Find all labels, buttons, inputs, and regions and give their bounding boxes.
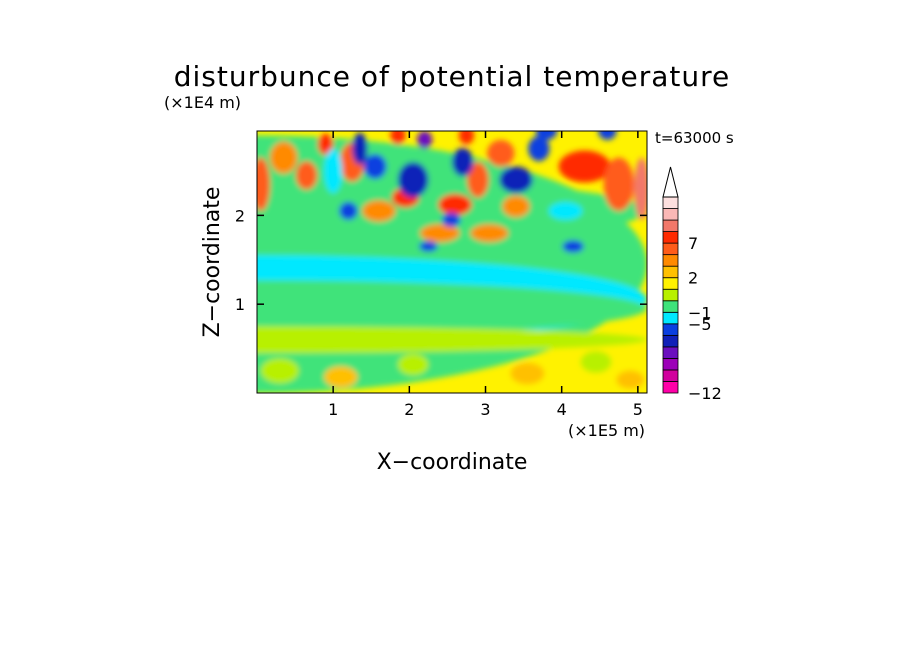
contour-region	[502, 195, 530, 218]
contour-region	[499, 166, 533, 194]
x-axis-label: X−coordinate	[377, 450, 528, 475]
colorbar-label: −5	[688, 315, 712, 334]
contour-region	[397, 353, 429, 376]
contour-region	[419, 241, 438, 252]
colorbar-segment	[662, 288, 679, 302]
y-tick-label: 2	[235, 206, 245, 225]
contour-region	[317, 133, 334, 155]
colorbar-segment	[662, 300, 679, 313]
y-axis-label: Z−coordinate	[200, 187, 225, 338]
x-tick-label: 4	[557, 400, 567, 419]
colorbar: −12−5−127	[662, 166, 722, 403]
colorbar-segment	[662, 254, 679, 267]
contour-region	[562, 240, 584, 253]
x-tick-label: 2	[404, 400, 414, 419]
x-tick-label: 3	[480, 400, 490, 419]
contour-region	[324, 148, 343, 194]
colorbar-segment	[662, 219, 679, 232]
contour-region	[535, 131, 558, 140]
colorbar-segment	[662, 242, 679, 256]
plot-frame	[256, 130, 648, 394]
contour-region	[487, 139, 515, 167]
y-axis: 12	[235, 206, 647, 314]
contour-region	[390, 131, 406, 145]
contour-region	[510, 362, 545, 385]
colorbar-segment	[662, 277, 679, 290]
contour-region	[452, 147, 474, 177]
contour-region	[362, 200, 396, 222]
contour-region	[260, 358, 299, 384]
colorbar-label: −1	[688, 303, 712, 322]
colorbar-segment	[662, 231, 679, 244]
contour-region	[352, 132, 368, 165]
contour-region	[438, 194, 472, 216]
contour-region	[257, 326, 647, 354]
contour-region	[467, 162, 489, 198]
contour-region	[603, 157, 635, 211]
y-tick-label: 1	[235, 295, 245, 314]
contour-region	[295, 161, 318, 190]
contour-region	[598, 131, 617, 140]
colorbar-segment	[662, 381, 679, 394]
colorbar-label: 7	[688, 234, 698, 253]
colorbar-segment	[662, 311, 679, 325]
colorbar-segment	[662, 369, 679, 382]
y-unit-label: (×1E4 m)	[164, 93, 241, 112]
contour-region	[458, 131, 475, 145]
colorbar-segment	[662, 346, 679, 359]
chart-title: disturbunce of potential temperature	[174, 60, 731, 93]
contour-region	[558, 150, 611, 183]
contour-region	[397, 162, 429, 198]
x-tick-label: 5	[633, 400, 643, 419]
plot-area	[257, 131, 647, 393]
contour-region	[616, 370, 644, 389]
colorbar-segment	[662, 208, 679, 221]
colorbar-segment	[662, 334, 679, 348]
contour-region	[470, 224, 509, 243]
x-unit-label: (×1E5 m)	[568, 421, 645, 440]
contour-region	[634, 157, 647, 220]
contour-region	[580, 351, 612, 373]
contour-fill-layer	[257, 131, 647, 393]
contour-region	[257, 280, 647, 338]
contour-region	[257, 157, 270, 211]
colorbar-label: −12	[688, 384, 722, 403]
contour-region	[420, 224, 460, 243]
contour-region	[416, 131, 433, 149]
colorbar-extension	[662, 166, 679, 198]
contour-region	[528, 136, 550, 162]
contour-region	[339, 202, 358, 220]
colorbar-segment	[662, 196, 679, 209]
time-label: t=63000 s	[655, 129, 734, 147]
contour-region	[363, 154, 387, 179]
colorbar-segment	[662, 265, 679, 279]
contour-region	[442, 212, 461, 227]
colorbar-segment	[662, 323, 679, 336]
contour-region	[548, 202, 583, 220]
contour-region	[324, 366, 358, 388]
x-tick-label: 1	[328, 400, 338, 419]
colorbar-label: 2	[688, 269, 698, 288]
contour-region	[269, 141, 298, 174]
x-axis: 1 2 3 4 5	[328, 131, 643, 419]
colorbar-segment	[662, 358, 679, 371]
